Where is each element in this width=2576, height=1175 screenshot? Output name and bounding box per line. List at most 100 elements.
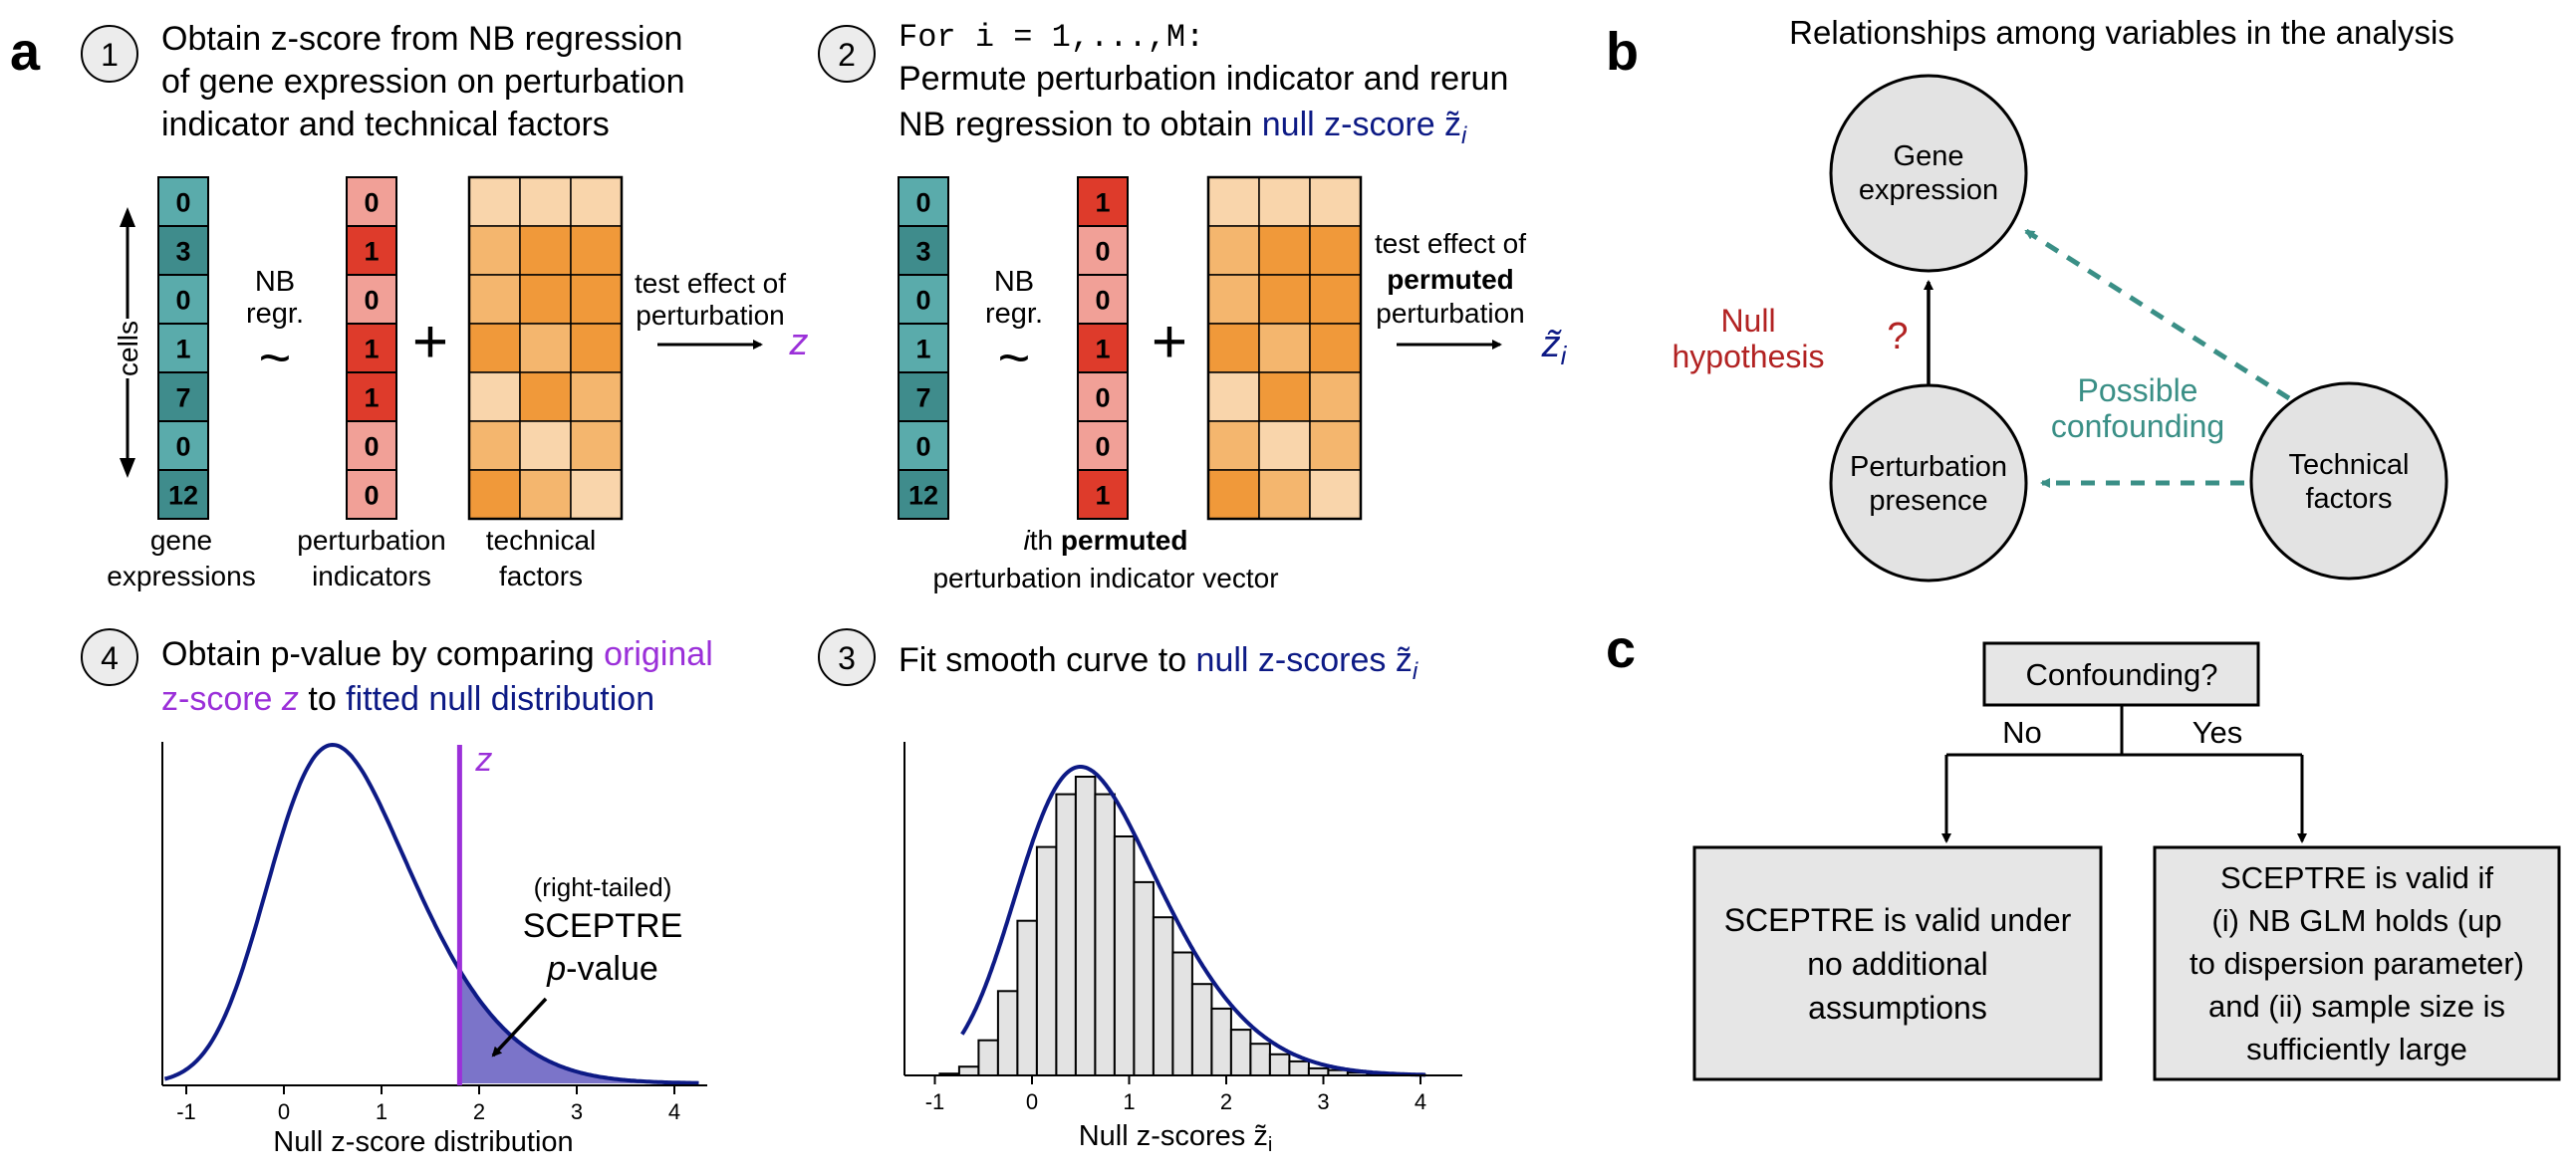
right-box-line4: and (ii) sample size is — [2208, 989, 2505, 1024]
right-box-rect — [2153, 845, 2561, 1081]
histogram-bar — [1094, 793, 1116, 1076]
permuted-indicator-cell — [1077, 371, 1129, 422]
confounding-question-box: Confounding? — [1982, 641, 2260, 707]
technical-factor-cell — [1258, 323, 1311, 373]
perturbation-indicator-value: 1 — [364, 237, 379, 267]
node-technical-factors: Technical factors — [2249, 381, 2448, 581]
technical-factor-cell — [1207, 274, 1260, 325]
technical-factor-cell — [1309, 371, 1362, 422]
technical-factor-cell — [1207, 225, 1260, 276]
technical-factor-cell — [1309, 323, 1362, 373]
gene-expression-value: 0 — [175, 188, 190, 218]
step1-nb-operator: NB regr. ~ — [246, 266, 304, 388]
step4-title-null: fitted null distribution — [346, 680, 654, 718]
step1-technical-factors-matrix — [467, 175, 624, 521]
step2-title-line2-prefix: NB regression to obtain — [899, 106, 1262, 143]
gene-expression-value: 7 — [175, 383, 190, 413]
step2-number: 2 — [838, 37, 856, 73]
perturbation-indicator-cell — [346, 274, 397, 325]
fitted-null-curve — [960, 765, 1425, 1077]
step1-title-line3: indicator and technical factors — [161, 106, 610, 143]
histogram-bar — [1229, 1029, 1252, 1076]
technical-factor-cell — [1258, 225, 1311, 276]
left-box-line2: no additional — [1807, 946, 1987, 982]
histogram-bar — [1133, 880, 1155, 1077]
step1-gene-expression-column: 0 3 0 1 7 0 12 — [157, 176, 209, 520]
perturbation-indicator-cell — [346, 371, 397, 422]
confounding-label-1: Possible — [2078, 372, 2198, 408]
confounding-box: SCEPTRE is valid if (i) NB GLM holds (up… — [2153, 845, 2561, 1081]
step4-density-plot: z -1 0 1 2 3 4 Null z-score distribution (rig… — [161, 741, 707, 1158]
perturbation-indicator-cell — [346, 225, 397, 276]
technical-factor-cell — [570, 469, 623, 520]
confounding-label-2: confounding — [2051, 408, 2224, 444]
step1-number: 1 — [101, 37, 119, 73]
technical-factor-cell — [519, 420, 572, 471]
step2-title-line2: NB regression to obtain null z-score z̃i — [899, 106, 1467, 149]
step3-title-highlight: null z-scores z̃ — [1196, 641, 1413, 679]
step2-nb-label-2: regr. — [985, 298, 1043, 330]
technical-factor-cell — [468, 371, 521, 422]
step4-title-line1: Obtain p-value by comparing original — [161, 635, 713, 673]
technical-factor-cell — [1207, 420, 1260, 471]
technical-factor-cell — [570, 176, 623, 227]
perturbation-node-label-2: presence — [1869, 485, 1987, 517]
technical-factor-cell — [519, 176, 572, 227]
step3-x-ticks: -1 0 1 2 3 4 — [925, 1075, 1426, 1114]
technical-node-label-1: Technical — [2289, 449, 2410, 481]
technical-factor-cell — [468, 323, 521, 373]
step1-header: 1 Obtain z-score from NB regression of g… — [81, 20, 684, 143]
step3-histogram-plot: -1 0 1 2 3 4 Null z-scores z̃i — [903, 742, 1462, 1156]
permuted-indicator-cell — [1077, 274, 1129, 325]
permuted-indicator-value: 0 — [1095, 383, 1110, 413]
step1-captions: gene expressions perturbation indicators… — [107, 525, 596, 591]
gene-expression-value: 3 — [915, 237, 930, 267]
decision-tree-lines — [1941, 705, 2307, 843]
left-box-rect — [1692, 845, 2103, 1081]
pvalue-annot-2: SCEPTRE — [523, 907, 683, 945]
histogram-bar — [1249, 1043, 1271, 1076]
permuted-indicator-cell — [1077, 420, 1129, 471]
caption-tech-2: factors — [499, 561, 583, 591]
step2-title-line1: Permute perturbation indicator and rerun — [899, 60, 1508, 98]
histogram-bar — [1035, 845, 1058, 1076]
technical-factor-cell — [570, 371, 623, 422]
technical-factor-cell — [1258, 176, 1311, 227]
step4-title-z: z — [281, 680, 299, 718]
step2-gene-expression-column: 0 3 0 1 7 0 12 — [898, 176, 949, 520]
histogram-bar — [1307, 1066, 1330, 1077]
panel-c-label: c — [1606, 619, 1636, 679]
gene-expression-value: 0 — [915, 188, 930, 218]
histogram-bar — [996, 990, 1019, 1076]
step3-xlabel-sub: i — [1268, 1134, 1272, 1156]
step4-title-to: to — [299, 680, 346, 718]
step1-test: test effect of perturbation z — [635, 268, 809, 363]
technical-matrix-border — [1206, 175, 1363, 521]
technical-factor-cell — [570, 225, 623, 276]
x-tick-label: 3 — [571, 1099, 583, 1124]
step2-loop: For i = 1,...,M: — [899, 19, 1204, 56]
step2-permuted-column: 1 0 0 1 0 0 1 — [1077, 176, 1129, 520]
node-gene-expression: Gene expression — [1829, 74, 2028, 273]
gene-expression-value: 1 — [915, 335, 930, 364]
gene-expression-cell — [157, 225, 209, 276]
technical-matrix-border — [467, 175, 624, 521]
permuted-indicator-cell — [1077, 323, 1129, 373]
step2-title-line2-highlight: null z-score z̃ — [1262, 106, 1461, 143]
gene-expression-value: 1 — [175, 335, 190, 364]
histogram-bar — [977, 1039, 999, 1076]
step4-x-ticks: -1 0 1 2 3 4 — [176, 1085, 680, 1124]
gene-expression-value: 0 — [175, 286, 190, 316]
technical-factor-cell — [468, 274, 521, 325]
pvalue-annot-1: (right-tailed) — [534, 872, 672, 902]
step4-number: 4 — [101, 640, 119, 676]
gene-expression-cell — [157, 469, 209, 520]
branch-yes-label: Yes — [2192, 715, 2243, 750]
branch-no-label: No — [2002, 715, 2042, 750]
histogram-bar — [957, 1065, 980, 1076]
histogram-bar — [1268, 1053, 1291, 1077]
pvalue-pointer — [491, 997, 548, 1058]
technical-factor-cell — [1258, 469, 1311, 520]
technical-factor-cell — [519, 469, 572, 520]
